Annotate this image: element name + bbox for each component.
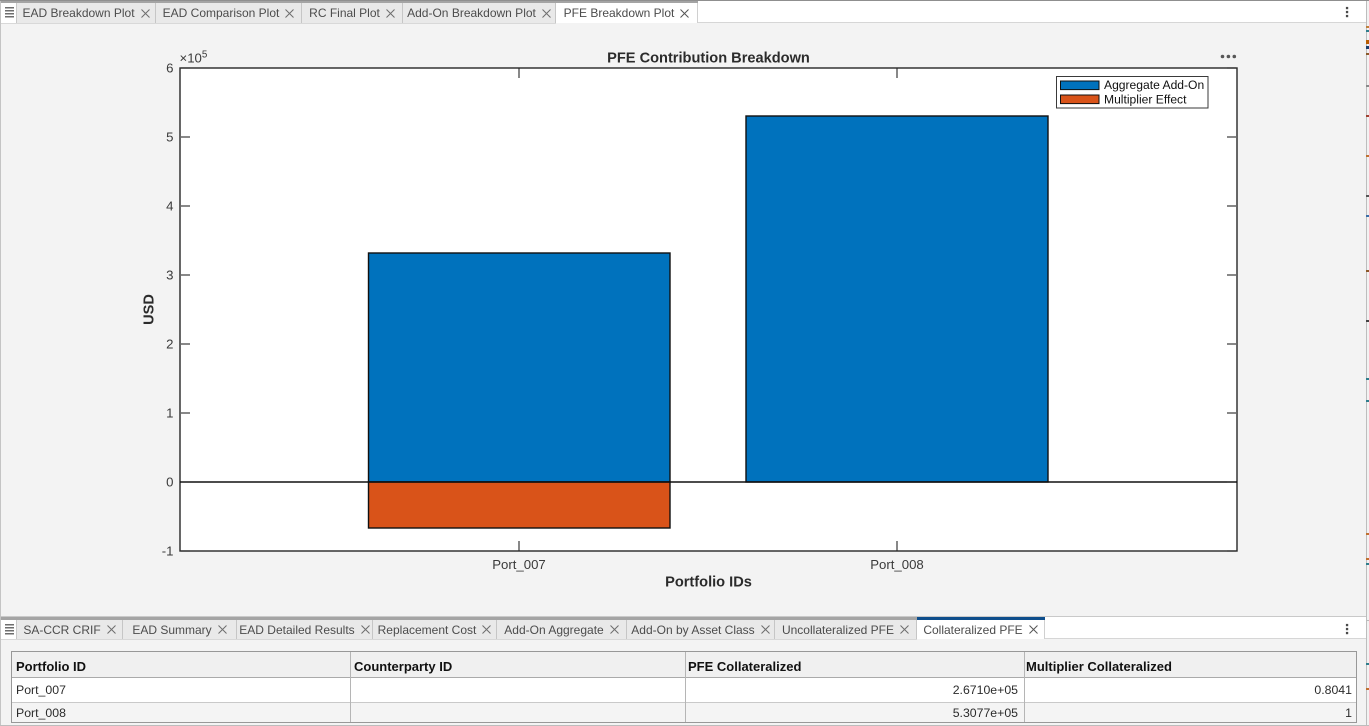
svg-text:Portfolio IDs: Portfolio IDs — [665, 575, 752, 591]
svg-text:4: 4 — [166, 199, 173, 214]
svg-text:Multiplier Effect: Multiplier Effect — [1104, 92, 1187, 106]
svg-text:Port_008: Port_008 — [870, 557, 924, 572]
svg-text:0: 0 — [166, 475, 173, 490]
svg-text:USD: USD — [142, 294, 158, 325]
svg-text:3: 3 — [166, 268, 173, 283]
svg-text:PFE Contribution Breakdown: PFE Contribution Breakdown — [607, 51, 810, 67]
svg-text:×105: ×105 — [180, 50, 208, 66]
svg-text:Aggregate Add-On: Aggregate Add-On — [1104, 78, 1204, 92]
svg-text:2: 2 — [166, 337, 173, 352]
svg-text:Port_007: Port_007 — [492, 557, 546, 572]
svg-text:-1: -1 — [162, 544, 174, 559]
svg-text:1: 1 — [166, 406, 173, 421]
svg-text:6: 6 — [166, 61, 173, 76]
svg-text:5: 5 — [166, 130, 173, 145]
